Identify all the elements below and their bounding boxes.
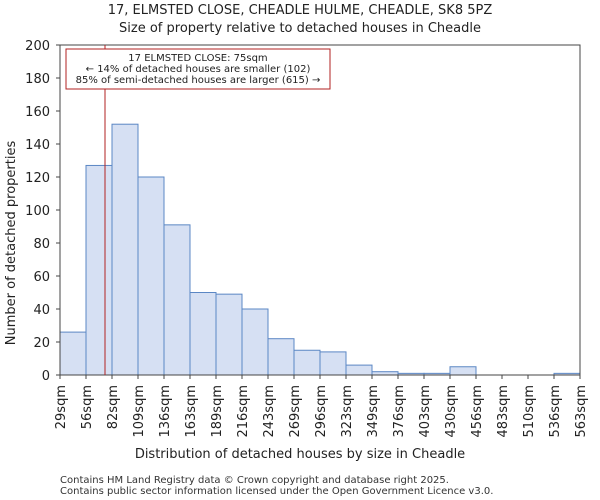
bar-323sqm (345, 364, 373, 376)
x-tick-label: 269sqm (288, 385, 303, 438)
bar-82sqm (111, 123, 139, 376)
x-tick-label: 349sqm (366, 385, 381, 438)
y-tick-label: 160 (25, 105, 50, 120)
chart-title: 17, ELMSTED CLOSE, CHEADLE HULME, CHEADL… (108, 3, 493, 18)
y-tick-label: 0 (42, 369, 50, 384)
x-tick-label: 82sqm (106, 385, 121, 429)
x-tick-label: 163sqm (184, 385, 199, 438)
bar-296sqm (319, 351, 347, 376)
chart-subtitle: Size of property relative to detached ho… (119, 21, 481, 36)
x-tick-label: 430sqm (444, 385, 459, 438)
x-tick-label: 483sqm (496, 385, 511, 438)
y-tick-label: 200 (25, 39, 50, 54)
y-tick-label: 180 (25, 72, 50, 87)
x-tick-label: 563sqm (574, 385, 589, 438)
bar-109sqm (137, 176, 165, 376)
x-tick-label: 109sqm (132, 385, 147, 438)
x-axis: 29sqm 56sqm 82sqm 109sqm 136sqm 163sqm 189sqm 2… (54, 375, 589, 438)
bar-163sqm (189, 292, 217, 376)
y-tick-label: 100 (25, 204, 50, 219)
footer-line-1: Contains HM Land Registry data © Crown c… (60, 475, 449, 486)
y-tick-label: 20 (33, 336, 50, 351)
footer-line-2: Contains public sector information licen… (60, 486, 493, 497)
x-tick-label: 536sqm (548, 385, 563, 438)
bar-189sqm (215, 293, 243, 376)
bar-269sqm (293, 349, 321, 376)
y-axis-label: Number of detached properties (4, 141, 19, 346)
bar-29sqm (59, 331, 87, 376)
y-tick-label: 60 (33, 270, 50, 285)
annotation-line-2: ← 14% of detached houses are smaller (10… (86, 64, 311, 75)
x-tick-label: 136sqm (158, 385, 173, 438)
x-tick-label: 296sqm (314, 385, 329, 438)
y-tick-label: 120 (25, 171, 50, 186)
y-tick-label: 80 (33, 237, 50, 252)
bar-136sqm (163, 224, 191, 376)
y-tick-label: 40 (33, 303, 50, 318)
bar-56sqm (85, 164, 113, 376)
x-tick-label: 323sqm (340, 385, 355, 438)
x-tick-label: 403sqm (418, 385, 433, 438)
bars-group (59, 123, 581, 376)
x-tick-label: 29sqm (54, 385, 69, 429)
annotation-box: 17 ELMSTED CLOSE: 75sqm ← 14% of detache… (65, 48, 331, 90)
x-tick-label: 243sqm (262, 385, 277, 438)
y-tick-label: 140 (25, 138, 50, 153)
bar-243sqm (267, 338, 295, 376)
x-tick-label: 456sqm (470, 385, 485, 438)
bar-430sqm (449, 366, 477, 376)
bar-216sqm (241, 308, 269, 376)
x-tick-label: 376sqm (392, 385, 407, 438)
x-tick-label: 216sqm (236, 385, 251, 438)
annotation-line-3: 85% of semi-detached houses are larger (… (76, 75, 321, 86)
annotation-line-1: 17 ELMSTED CLOSE: 75sqm (128, 53, 267, 64)
plot-frame (59, 44, 581, 376)
x-tick-label: 189sqm (210, 385, 225, 438)
x-tick-label: 56sqm (80, 385, 95, 429)
y-axis: 0 20 40 60 80 100 120 140 160 180 200 (25, 39, 60, 384)
annotation-frame (65, 48, 331, 90)
x-axis-label: Distribution of detached houses by size … (135, 447, 465, 462)
x-tick-label: 510sqm (522, 385, 537, 438)
